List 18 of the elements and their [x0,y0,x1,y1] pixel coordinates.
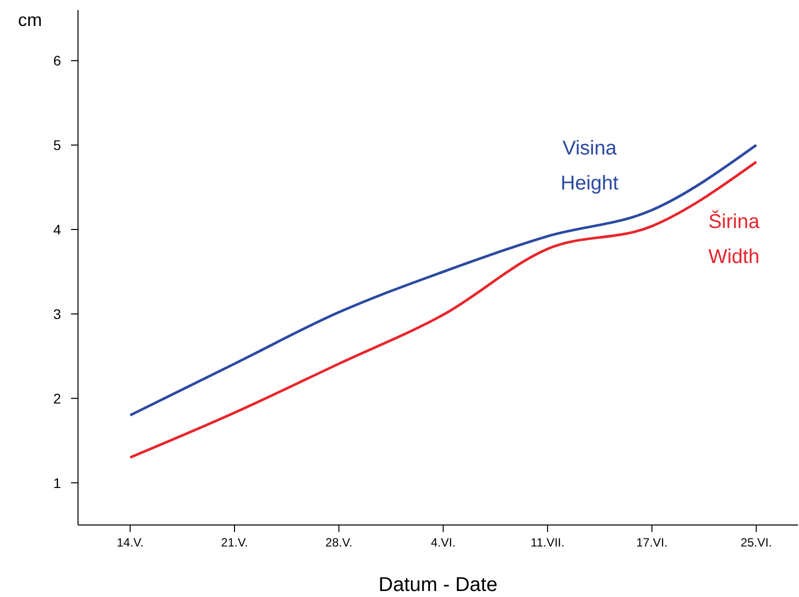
x-axis-title: Datum - Date [378,574,498,596]
y-tick-label: 4 [53,221,62,238]
y-tick-label: 3 [53,306,62,322]
y-tick-label: 1 [53,474,62,491]
x-tick-label: 17.VI. [636,536,668,550]
x-tick-label: 28.V. [325,536,352,550]
x-tick-label: 14.V. [116,536,144,550]
x-tick-label: 21.V. [221,536,248,550]
line-series [128,160,758,459]
x-tick-label: 4.VI. [430,536,456,550]
y-tick-label: 5 [53,137,62,154]
series-label: Visina Height [560,137,619,194]
x-tick-label: 25.VI. [740,536,772,550]
y-tick-label: 6 [53,52,62,69]
x-tick-label: 11.VII. [530,536,564,550]
series-label: Širina Width [708,210,760,268]
y-axis-title: cm [18,10,42,30]
y-tick-label: 2 [53,390,62,406]
